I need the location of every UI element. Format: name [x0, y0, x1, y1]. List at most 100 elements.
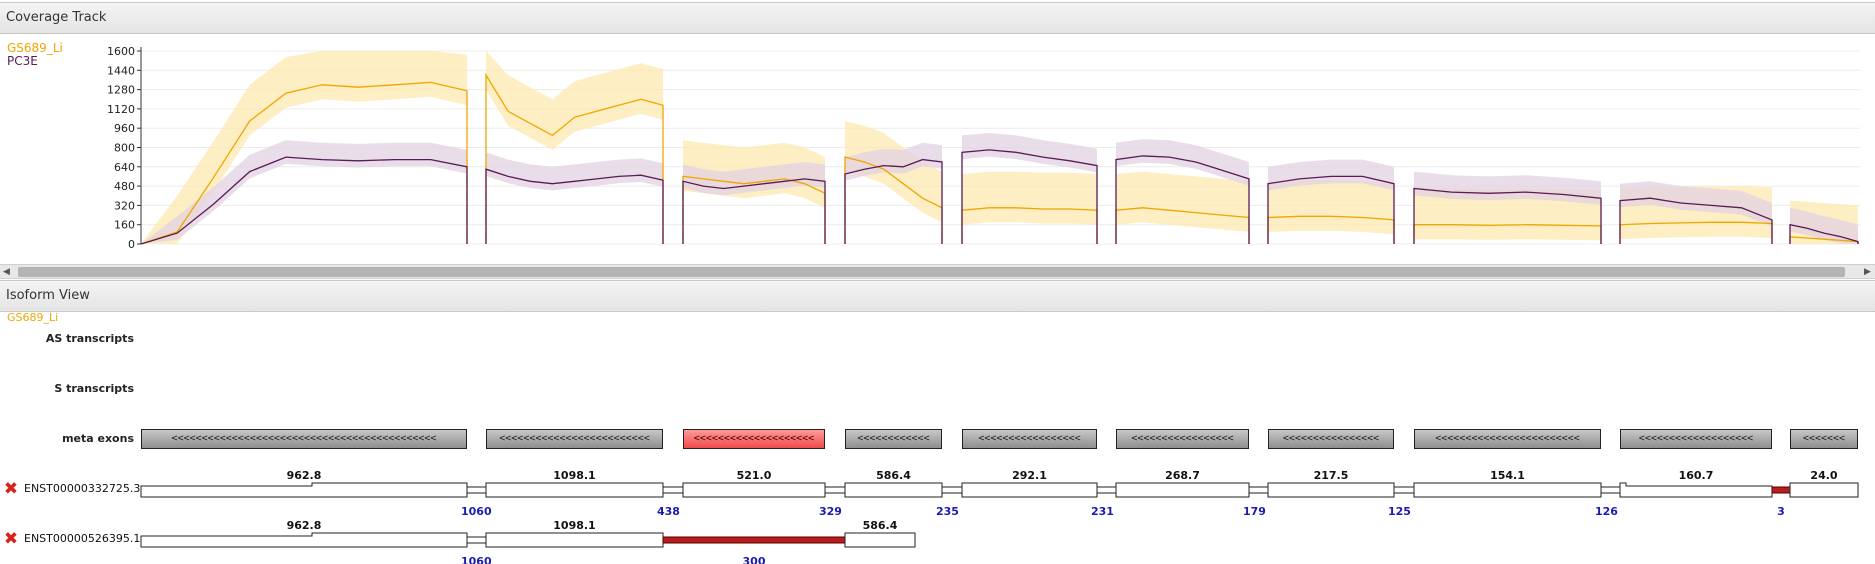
- exon-value-label: 154.1: [1490, 469, 1525, 482]
- gs689_li-line: [961, 207, 1098, 244]
- gs689_li-band: [1414, 188, 1601, 241]
- y-tick-label: 1120: [107, 103, 135, 116]
- intron-junction[interactable]: [1600, 486, 1621, 494]
- intron-junction[interactable]: [662, 486, 684, 494]
- s-transcripts-label: S transcripts: [54, 382, 134, 395]
- pc3e-line: [682, 178, 826, 244]
- y-tick-label: 480: [114, 180, 135, 193]
- meta-exon[interactable]: <<<<<<<<<<<<: [845, 429, 942, 449]
- y-tick-label: 800: [114, 142, 135, 155]
- junction-count: 231: [1091, 505, 1114, 518]
- junction-count: 235: [936, 505, 959, 518]
- junction-count: 3: [1777, 505, 1785, 518]
- y-tick-label: 160: [114, 219, 135, 232]
- junction-count: 329: [819, 505, 842, 518]
- remove-transcript-1-icon[interactable]: ✖: [3, 479, 19, 499]
- junction-count: 300: [743, 555, 766, 564]
- junction-count: 1060: [461, 505, 492, 518]
- meta-exon[interactable]: <<<<<<<<<<<<<<<<<<<<: [683, 429, 825, 449]
- transcript-1-exon[interactable]: [682, 482, 826, 498]
- coverage-scroll-thumb[interactable]: [18, 267, 1845, 277]
- meta-exon[interactable]: <<<<<<<<<<<<<<<<<: [962, 429, 1097, 449]
- isoform-view-header: Isoform View: [0, 280, 1875, 312]
- pc3e-band: [1268, 159, 1394, 191]
- meta-exon[interactable]: <<<<<<<<<<<<<<<<<<<<<<<<: [1414, 429, 1601, 449]
- y-tick-label: 640: [114, 161, 135, 174]
- pc3e-band: [962, 133, 1097, 173]
- pc3e-line: [1413, 187, 1602, 244]
- y-tick-label: 1600: [107, 45, 135, 58]
- meta-exon[interactable]: <<<<<<<<<<<<<<<<: [1268, 429, 1394, 449]
- pc3e-line: [1789, 223, 1859, 244]
- pc3e-band: [486, 152, 663, 191]
- as-transcripts-label: AS transcripts: [45, 332, 134, 345]
- pc3e-band: [845, 142, 942, 181]
- meta-exon[interactable]: <<<<<<<: [1790, 429, 1858, 449]
- transcript-2-exon[interactable]: [485, 532, 664, 548]
- exon-value-label: 1098.1: [553, 519, 595, 532]
- pc3e-line: [961, 149, 1098, 244]
- transcript-1-exon[interactable]: [140, 482, 468, 498]
- meta-exon[interactable]: <<<<<<<<<<<<<<<<<<<: [1620, 429, 1772, 449]
- transcript-1-exon[interactable]: [1267, 482, 1395, 498]
- intron-junction[interactable]: [662, 536, 846, 544]
- exon-value-label: 586.4: [863, 519, 898, 532]
- junction-count: 125: [1388, 505, 1411, 518]
- meta-exon[interactable]: <<<<<<<<<<<<<<<<<: [1116, 429, 1249, 449]
- intron-junction[interactable]: [466, 486, 487, 494]
- y-tick-label: 960: [114, 122, 135, 135]
- gs689_li-band: [1268, 180, 1394, 235]
- pc3e-line: [1267, 175, 1395, 244]
- gs689_li-band: [1116, 171, 1249, 232]
- exon-value-label: 292.1: [1012, 469, 1047, 482]
- transcript-1-exon[interactable]: [485, 482, 664, 498]
- scroll-left-icon[interactable]: ◀: [3, 267, 10, 277]
- intron-junction[interactable]: [1096, 486, 1117, 494]
- exon-value-label: 586.4: [876, 469, 911, 482]
- transcript-1-exon[interactable]: [844, 482, 943, 498]
- gs689_li-line: [844, 156, 943, 244]
- intron-junction[interactable]: [1771, 486, 1791, 494]
- intron-junction[interactable]: [941, 486, 963, 494]
- transcript-diagram: 962.8 1060 1098.1 438 521.0 329 586.4 235 292.1 2…: [140, 469, 1859, 564]
- intron-junction[interactable]: [1393, 486, 1415, 494]
- gs689_li-line: [1115, 207, 1250, 244]
- scroll-right-icon[interactable]: ▶: [1864, 267, 1871, 277]
- transcript-1-exon[interactable]: [961, 482, 1098, 498]
- isoform-view-title: Isoform View: [6, 288, 90, 303]
- legend-entry: GS689_Li: [7, 41, 63, 55]
- pc3e-line: [1115, 155, 1250, 244]
- transcript-1-exon[interactable]: [1619, 482, 1773, 498]
- intron-junction[interactable]: [1248, 486, 1269, 494]
- transcript-2-exon[interactable]: [844, 532, 916, 548]
- y-tick-label: 320: [114, 199, 135, 212]
- gs689_li-band: [486, 51, 663, 150]
- gs689_li-line: [682, 175, 826, 244]
- gs689_li-band: [962, 171, 1097, 225]
- meta-exon[interactable]: <<<<<<<<<<<<<<<<<<<<<<<<<<<<<<<<<<<<<<<<…: [141, 429, 467, 449]
- transcript-1-exon[interactable]: [1115, 482, 1250, 498]
- pc3e-line: [485, 168, 664, 244]
- transcript-2-exon[interactable]: [140, 532, 468, 548]
- meta-exon-arrows: <<<<<<<<<<<<<<<<<<<: [1638, 433, 1754, 444]
- transcript-1-name[interactable]: ENST00000332725.3: [24, 482, 141, 495]
- remove-transcript-2-icon[interactable]: ✖: [3, 529, 19, 549]
- pc3e-band: [1414, 171, 1601, 205]
- meta-exon[interactable]: <<<<<<<<<<<<<<<<<<<<<<<<<: [486, 429, 663, 449]
- intron-junction[interactable]: [466, 536, 487, 544]
- coverage-scrollbar[interactable]: ◀ ▶: [0, 264, 1875, 279]
- pc3e-line: [1619, 197, 1773, 244]
- pc3e-band: [1790, 207, 1858, 244]
- transcript-1-exon[interactable]: [1413, 482, 1602, 498]
- exon-value-label: 962.8: [287, 469, 322, 482]
- transcript-1-exon[interactable]: [1789, 482, 1859, 498]
- intron-junction[interactable]: [824, 486, 846, 494]
- meta-exon-arrows: <<<<<<<<<<<<: [857, 433, 930, 444]
- y-tick-label: 1440: [107, 64, 135, 77]
- gs689_li-line: [1413, 224, 1602, 244]
- coverage-chart: 0 160 320 480 640 800 960 1120 1280 1440 1600 GS68…: [7, 41, 1860, 251]
- transcript-2-name[interactable]: ENST00000526395.1: [24, 532, 141, 545]
- gs689_li-line: [140, 81, 468, 245]
- meta-exon-arrows: <<<<<<<<<<<<<<<<<<<<<<<<<<<<<<<<<<<<<<<<…: [171, 433, 437, 444]
- meta-exon-arrows: <<<<<<<<<<<<<<<<: [1282, 433, 1380, 444]
